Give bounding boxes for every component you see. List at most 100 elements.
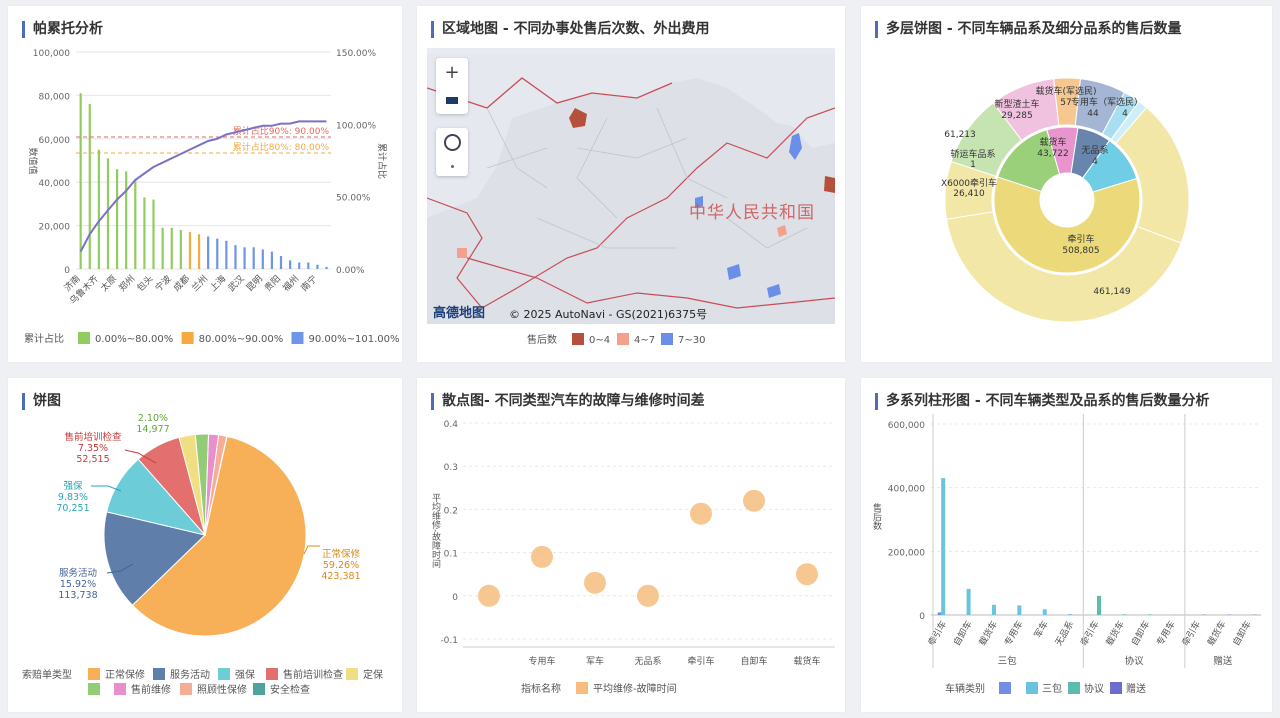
outer-value: 29,285 bbox=[1001, 111, 1033, 121]
bar bbox=[243, 247, 246, 269]
pie-slice bbox=[204, 435, 228, 536]
x-tick-label: 昆明 bbox=[244, 273, 265, 294]
y-axis-label: 数值值 bbox=[27, 147, 39, 174]
legend-swatch bbox=[572, 333, 584, 345]
legend-label: 0.00%~80.00% bbox=[95, 334, 173, 345]
y-tick-label: 20,000 bbox=[39, 223, 71, 233]
panel-title: 多系列柱形图 - 不同车辆类型及品系的售后数量分析 bbox=[875, 393, 1210, 410]
panel-title: 区域地图 - 不同办事处售后次数、外出费用 bbox=[431, 21, 710, 38]
y-tick-label: 400,000 bbox=[888, 485, 925, 495]
legend-swatch bbox=[114, 683, 126, 695]
bar bbox=[161, 227, 164, 269]
legend-swatch bbox=[1026, 682, 1038, 694]
label-leader-line bbox=[91, 485, 122, 492]
scatter-panel: 散点图- 不同类型汽车的故障与维修时间差 -0.1 0 0.1 0.2 0.3 0.4 专用… bbox=[417, 378, 845, 712]
x-tick-label: 专用车 bbox=[1154, 619, 1178, 648]
x-tick-label: 载货车 bbox=[793, 655, 820, 667]
bar bbox=[289, 260, 292, 269]
map-legend-title: 售后数 bbox=[527, 333, 557, 346]
bar bbox=[270, 251, 274, 269]
legend-swatch bbox=[999, 682, 1011, 694]
legend-label: 0~4 bbox=[589, 335, 610, 346]
zoom-in-button[interactable]: + bbox=[444, 61, 460, 83]
inner-value: 43,722 bbox=[1037, 149, 1069, 159]
legend-title: 累计占比 bbox=[24, 332, 64, 345]
scatter-point bbox=[690, 502, 712, 525]
x-tick-label: 牵引车 bbox=[925, 619, 949, 648]
y2-tick-label: 100.00% bbox=[336, 121, 376, 131]
zoom-out-button[interactable] bbox=[436, 86, 468, 114]
bar bbox=[170, 227, 173, 269]
bar bbox=[1097, 595, 1101, 615]
bars-panel: 多系列柱形图 - 不同车辆类型及品系的售后数量分析 0 200,000 400,00… bbox=[861, 378, 1272, 712]
reference-line-label: 累计占比90%: 90.00% bbox=[233, 125, 330, 137]
outer-label: 新型渣土车 bbox=[994, 98, 1039, 110]
pareto-chart[interactable]: 0 20,000 40,000 60,000 80,000 100,000 0.00% 50.… bbox=[8, 6, 402, 362]
panel-title: 散点图- 不同类型汽车的故障与维修时间差 bbox=[431, 393, 705, 410]
x-tick-label: 专用车 bbox=[1002, 619, 1026, 648]
legend-label: 80.00%~90.00% bbox=[199, 334, 284, 345]
reference-line-label: 累计占比80%: 80.00% bbox=[233, 141, 330, 153]
bar bbox=[1147, 614, 1152, 615]
legend-swatch bbox=[576, 682, 588, 694]
pie-label: 70,251 bbox=[56, 503, 89, 514]
legend-swatch bbox=[346, 668, 358, 680]
y-tick-label: 600,000 bbox=[888, 421, 925, 431]
x-tick-label: 福州 bbox=[280, 273, 301, 294]
x-tick-label: 无品系 bbox=[634, 656, 661, 667]
legend-swatch bbox=[181, 332, 194, 344]
pie-label: 59.26% bbox=[323, 560, 359, 571]
pitch-button[interactable] bbox=[436, 156, 468, 176]
y2-tick-label: 50.00% bbox=[336, 194, 371, 204]
pie-label: 7.35% bbox=[78, 443, 108, 454]
outer-label: 专用车（军选民） bbox=[1071, 96, 1143, 108]
x-tick-label: 无品系 bbox=[1053, 619, 1076, 648]
inner-label: 牵引车 bbox=[1067, 233, 1094, 245]
label-leader-line bbox=[106, 563, 134, 574]
dot-icon bbox=[450, 164, 454, 168]
pie-label: 正常保修 bbox=[322, 548, 361, 560]
compass-button[interactable] bbox=[436, 128, 468, 156]
bar bbox=[152, 199, 155, 269]
bar bbox=[325, 266, 328, 269]
y-axis-label: 售后数 bbox=[871, 502, 882, 531]
legend-label: 三包 bbox=[1042, 682, 1062, 695]
x-tick-label: 上海 bbox=[207, 273, 228, 294]
x-tick-label: 载货车 bbox=[1103, 619, 1127, 648]
legend-swatch bbox=[78, 332, 90, 344]
pie-label: 14,977 bbox=[136, 424, 169, 435]
legend-swatch bbox=[291, 332, 304, 344]
y-tick-label: 0 bbox=[64, 266, 70, 276]
legend-swatch bbox=[266, 668, 278, 680]
sunburst-panel: 多层饼图 - 不同车辆品系及细分品系的售后数量 牵引车 508,805 轿运车品系 1… bbox=[861, 6, 1272, 362]
bar-chart[interactable]: 0200,000400,000600,000售后数牵引车 自卸车 载货车 专用车 军车无… bbox=[861, 378, 1272, 712]
pie-chart[interactable]: 正常保修59.26%423,381服务活动15.92%113,738强保9.83… bbox=[8, 378, 402, 712]
outer-label: 载货车(军选民) bbox=[1035, 85, 1096, 97]
x-tick-label: 南宁 bbox=[298, 273, 319, 294]
bar bbox=[179, 229, 182, 269]
pie-label: 15.92% bbox=[60, 579, 96, 590]
pie-label: 强保 bbox=[63, 480, 83, 492]
y-tick-label: 0.2 bbox=[444, 506, 458, 516]
map-canvas[interactable]: 中华人民共和国 高德地图 © 2025 AutoNavi - GS(2021)6… bbox=[427, 48, 835, 324]
scatter-point bbox=[531, 545, 553, 568]
bar bbox=[143, 197, 146, 269]
legend-label: 90.00%~101.00% bbox=[309, 334, 400, 345]
pie-label: 售前培训检查 bbox=[64, 431, 122, 443]
y-tick-label: 0.4 bbox=[444, 420, 459, 430]
legend-label: 安全检查 bbox=[270, 683, 310, 696]
outer-value: 57 bbox=[1060, 98, 1071, 108]
bar bbox=[966, 588, 971, 615]
legend-swatch bbox=[1110, 682, 1122, 694]
outer-label: X6000牵引车 bbox=[941, 177, 997, 189]
inner-value: 4 bbox=[1092, 157, 1098, 167]
x-tick-label: 牵引车 bbox=[1179, 619, 1203, 648]
bar bbox=[1068, 614, 1073, 615]
scatter-point bbox=[584, 571, 606, 594]
scatter-point bbox=[743, 489, 765, 512]
pie-slice bbox=[103, 511, 207, 606]
bar bbox=[937, 612, 942, 615]
bar bbox=[115, 169, 119, 269]
